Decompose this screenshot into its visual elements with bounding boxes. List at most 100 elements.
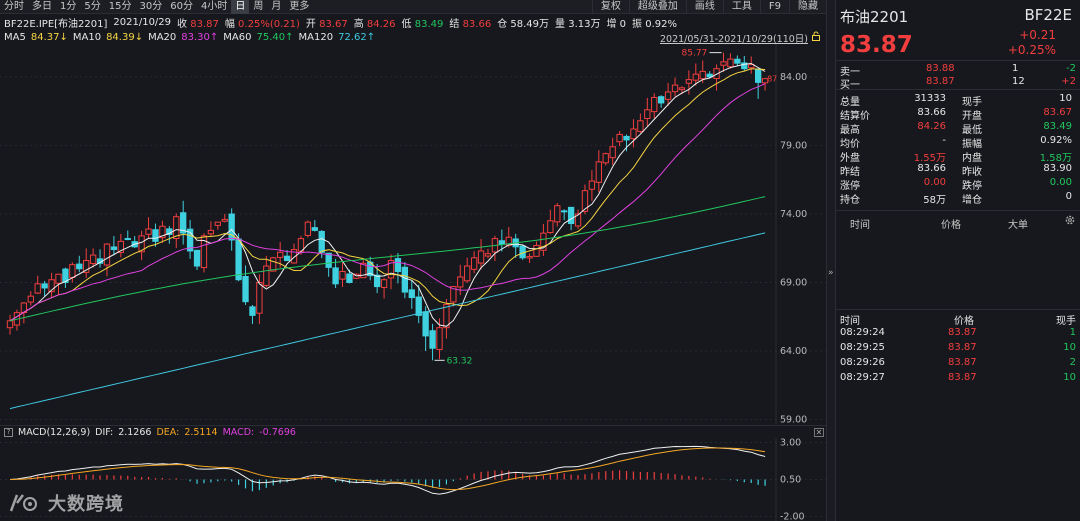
trade-row: 08:29:25 83.87 10 (836, 342, 1080, 357)
macd-chart[interactable]: 3.00 0.50 -2.00 (0, 438, 826, 521)
orderbook-row[interactable]: 买一 83.87 12 +2 (840, 76, 1076, 91)
stat-value: 83.66 (917, 163, 946, 174)
trade-price: 83.87 (948, 327, 977, 338)
ma10-label: MA10 (72, 31, 102, 43)
candle (173, 213, 180, 248)
candle (734, 55, 741, 67)
last-price: 83.87 (840, 32, 913, 58)
candle (131, 236, 138, 248)
period-tabs: 分时 多日 1分 5分 15分 30分 60分 4小时日周月更多 (0, 0, 313, 14)
period-tab[interactable]: 更多 (289, 0, 310, 12)
ma-legend-row: MA5 84.37↓ MA10 84.39↓ MA20 83.30↑ MA60 75.4… (0, 30, 826, 44)
ob-price: 83.87 (926, 76, 955, 87)
candle (761, 78, 769, 91)
trade-row: 08:29:27 83.87 10 (836, 372, 1080, 387)
candle (547, 209, 554, 234)
candle (491, 235, 499, 262)
y-tick-label: 59.00 (780, 415, 807, 425)
stat-label: 持仓 (840, 195, 860, 206)
candle (609, 137, 616, 165)
stat-label: 最低 (962, 125, 982, 136)
candle (6, 314, 14, 335)
candlestick-chart[interactable]: 84.00 79.00 74.00 69.00 64.00 59.00 85.77 63.3… (0, 44, 826, 425)
period-tab[interactable]: 多日 (32, 0, 52, 12)
dif-label: DIF: (95, 426, 114, 438)
toolbar-button[interactable]: 工具 (722, 0, 760, 14)
candle (166, 225, 173, 244)
stat-value: 83.67 (1043, 107, 1072, 118)
candle (41, 280, 48, 297)
candle (720, 52, 727, 72)
trade-header-volume: 现手 (1056, 316, 1076, 327)
ob-label: 卖一 (840, 67, 860, 78)
candle (249, 304, 256, 325)
stat-value: 1.55万 (913, 153, 946, 164)
stat-value: 1.58万 (1039, 153, 1072, 164)
candle (561, 209, 568, 221)
period-tab[interactable]: 4小时 (200, 0, 228, 12)
trade-time: 08:29:27 (840, 372, 885, 383)
chevron-right-icon[interactable]: » (828, 268, 834, 278)
lock-icon[interactable] (811, 31, 821, 41)
trade-time: 08:29:24 (840, 327, 885, 338)
stat-value: 10 (1059, 93, 1072, 104)
candle (152, 223, 159, 247)
toolbar-button[interactable]: F9 (759, 0, 789, 14)
period-tab[interactable]: 分时 (4, 0, 24, 12)
candle (242, 265, 249, 305)
stat-value: 83.66 (917, 107, 946, 118)
orderbook-row[interactable]: 卖一 83.88 1 -2 (840, 63, 1076, 78)
period-tab[interactable]: 5分 (84, 0, 101, 12)
settle-value: 83.66 (462, 18, 492, 30)
trade-price: 83.87 (948, 357, 977, 368)
stat-label: 昨收 (962, 167, 982, 178)
y-tick-label: 64.00 (780, 346, 807, 357)
dif-value: 2.1266 (118, 426, 152, 438)
stat-value: 83.49 (1043, 121, 1072, 132)
ma60-line (9, 196, 766, 322)
trade-price: 83.87 (948, 372, 977, 383)
ma20-line (9, 83, 766, 322)
candle (470, 251, 478, 274)
ma10-line (9, 68, 766, 322)
candle (110, 236, 118, 256)
open-label: 开 (305, 18, 316, 30)
dea-label: DEA: (156, 426, 180, 438)
dea-value: 2.5114 (184, 426, 218, 438)
trade-volume: 10 (1063, 342, 1076, 353)
candle (651, 93, 658, 119)
candle (727, 53, 734, 69)
period-tab[interactable]: 日 (231, 0, 250, 14)
period-tab[interactable]: 周 (253, 0, 264, 12)
stat-value: 31333 (914, 93, 946, 104)
vol-value: 3.13万 (568, 18, 601, 30)
toolbar-button[interactable]: 复权 (591, 0, 629, 14)
ma120-line (9, 232, 766, 410)
close-icon[interactable]: ✕ (814, 428, 824, 437)
stat-label: 增仓 (962, 195, 982, 206)
candle (664, 82, 672, 106)
gear-icon[interactable] (1064, 214, 1076, 226)
panel-collapse-bar[interactable]: » (826, 0, 836, 521)
date-range-link[interactable]: 2021/05/31-2021/10/29(110日) (660, 34, 808, 45)
period-tab[interactable]: 1分 (60, 0, 77, 12)
toolbar-button[interactable]: 超级叠加 (628, 0, 686, 14)
candle (96, 249, 104, 268)
period-tab[interactable]: 月 (271, 0, 282, 12)
stat-label: 涨停 (840, 181, 860, 192)
stat-value: - (942, 135, 946, 146)
period-tab[interactable]: 15分 (108, 0, 132, 12)
watermark-logo: 大数跨境 (8, 490, 124, 516)
candle (221, 213, 228, 223)
period-tab[interactable]: 30分 (139, 0, 163, 12)
stat-label: 结算价 (840, 111, 870, 122)
candle (83, 248, 90, 278)
symbol-label: BF22E.IPE[布油2201] (4, 18, 108, 30)
toolbar-button[interactable]: 隐藏 (789, 0, 826, 14)
ob-price: 83.88 (926, 63, 955, 74)
candle (256, 274, 263, 324)
period-tab[interactable]: 60分 (170, 0, 193, 12)
toolbar-button[interactable]: 画线 (685, 0, 723, 14)
help-icon[interactable]: ? (4, 427, 13, 437)
stat-value: 0.92% (1040, 135, 1072, 146)
